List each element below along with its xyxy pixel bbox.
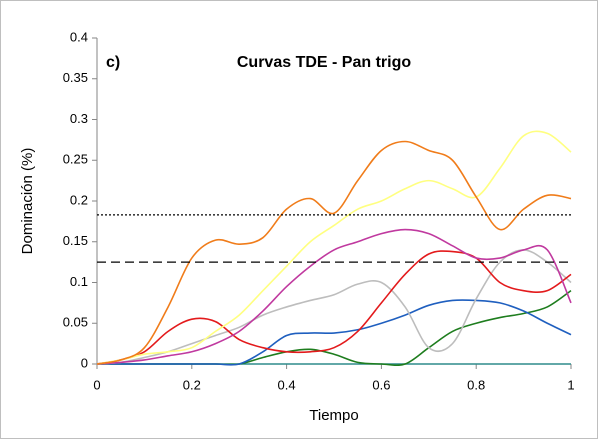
- y-tick-label: 0.25: [63, 152, 88, 167]
- panel-label: c): [106, 54, 120, 71]
- y-tick-label: 0.15: [63, 233, 88, 248]
- x-tick-label: 0.8: [467, 377, 485, 392]
- line-series: [97, 140, 572, 365]
- line-series: [97, 250, 572, 365]
- line-series: [97, 130, 572, 365]
- y-tick-label: 0.35: [63, 70, 88, 85]
- x-tick-label: 1: [567, 377, 574, 392]
- x-tick-label: 0.6: [372, 377, 390, 392]
- x-axis-label: Tiempo: [309, 407, 358, 424]
- y-axis-label: Dominación (%): [19, 148, 36, 255]
- y-tick-label: 0.05: [63, 315, 88, 330]
- y-tick-label: 0.3: [70, 111, 88, 126]
- x-tick-label: 0.4: [278, 377, 296, 392]
- y-tick-label: 0.4: [70, 29, 88, 44]
- line-series: [97, 299, 572, 366]
- x-tick-label: 0: [93, 377, 100, 392]
- y-tick-label: 0.2: [70, 192, 88, 207]
- line-series: [97, 228, 572, 365]
- line-series: [97, 249, 572, 365]
- y-tick-label: 0.1: [70, 274, 88, 289]
- x-tick-label: 0.2: [183, 377, 201, 392]
- plot-area: [97, 130, 572, 366]
- chart-title: Curvas TDE - Pan trigo: [237, 54, 411, 71]
- y-tick-label: 0: [81, 355, 88, 370]
